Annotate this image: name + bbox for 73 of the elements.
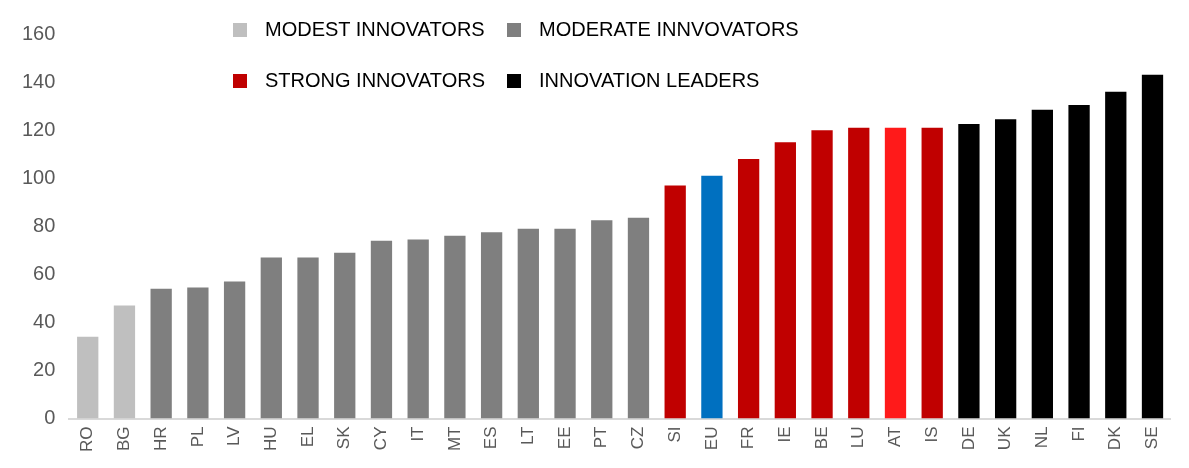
- x-tick-label: BE: [811, 426, 831, 450]
- x-tick-label: DE: [958, 426, 978, 451]
- bar: [884, 127, 907, 419]
- y-tick-label: 160: [21, 21, 56, 44]
- x-tick-label: PT: [591, 426, 611, 449]
- x-tick-label: FR: [738, 426, 758, 450]
- bar: [223, 281, 246, 419]
- bar: [334, 252, 356, 419]
- x-tick-label: UK: [995, 425, 1015, 451]
- bar: [1105, 91, 1127, 419]
- x-tick-label: EL: [297, 426, 317, 448]
- y-tick-label: 60: [33, 261, 56, 284]
- bar: [994, 119, 1017, 419]
- x-tick-label: LV: [224, 425, 244, 447]
- bar: [113, 305, 136, 419]
- bar: [554, 228, 576, 419]
- y-tick-label: 20: [33, 357, 56, 380]
- x-tick-label: MT: [444, 426, 464, 452]
- bar: [407, 239, 429, 419]
- x-tick-label: BG: [114, 426, 134, 452]
- bar: [737, 158, 760, 419]
- x-tick-label: EE: [554, 426, 574, 450]
- x-tick-label: FI: [1068, 426, 1088, 442]
- x-tick-label: DK: [1105, 425, 1125, 451]
- legend-label: INNOVATION LEADERS: [539, 69, 760, 92]
- legend-label: MODERATE INNVOVATORS: [539, 18, 799, 41]
- x-tick-label: CY: [371, 426, 391, 451]
- legend-label: MODEST INNOVATORS: [265, 18, 485, 41]
- bar: [811, 130, 833, 419]
- bar: [187, 287, 209, 419]
- bar: [517, 228, 539, 419]
- x-tick-label: IS: [921, 426, 941, 443]
- x-tick-label: IE: [775, 426, 795, 443]
- x-tick-label: RO: [77, 426, 97, 452]
- x-tick-label: AT: [885, 426, 905, 447]
- x-tick-label: LT: [518, 426, 538, 446]
- x-tick-label: SI: [664, 426, 684, 443]
- y-tick-label: 120: [21, 117, 56, 140]
- bar: [150, 288, 172, 419]
- bar: [774, 142, 796, 419]
- bar: [370, 240, 393, 419]
- bar: [297, 257, 319, 419]
- x-tick-label: HU: [261, 426, 280, 452]
- bar: [664, 185, 686, 419]
- bar: [444, 235, 466, 419]
- bar: [591, 220, 613, 419]
- bar: [958, 124, 980, 419]
- x-tick-label: SE: [1142, 426, 1162, 450]
- x-tick-label: PL: [187, 426, 207, 448]
- bar: [77, 336, 99, 419]
- y-tick-label: 40: [33, 309, 56, 332]
- bar: [1068, 104, 1090, 419]
- x-tick-label: EU: [701, 426, 721, 451]
- bar: [1031, 109, 1053, 419]
- x-tick-label: SK: [334, 425, 354, 450]
- y-tick-label: 140: [21, 69, 56, 92]
- bar: [260, 257, 282, 419]
- x-tick-label: ES: [481, 426, 501, 450]
- bar: [921, 127, 943, 419]
- bar: [701, 175, 723, 419]
- y-tick-label: 100: [21, 165, 56, 188]
- bar: [480, 232, 503, 419]
- x-tick-label: LU: [848, 426, 868, 449]
- bar: [848, 127, 870, 419]
- bar: [1141, 74, 1164, 419]
- x-tick-label: IT: [407, 426, 427, 442]
- y-tick-label: 80: [33, 213, 56, 236]
- x-tick-label: NL: [1032, 426, 1052, 449]
- bar: [627, 217, 650, 419]
- legend-label: STRONG INNOVATORS: [265, 69, 486, 92]
- x-tick-label: CZ: [628, 426, 648, 450]
- x-tick-label: HR: [150, 426, 170, 452]
- y-tick-label: 0: [44, 406, 56, 429]
